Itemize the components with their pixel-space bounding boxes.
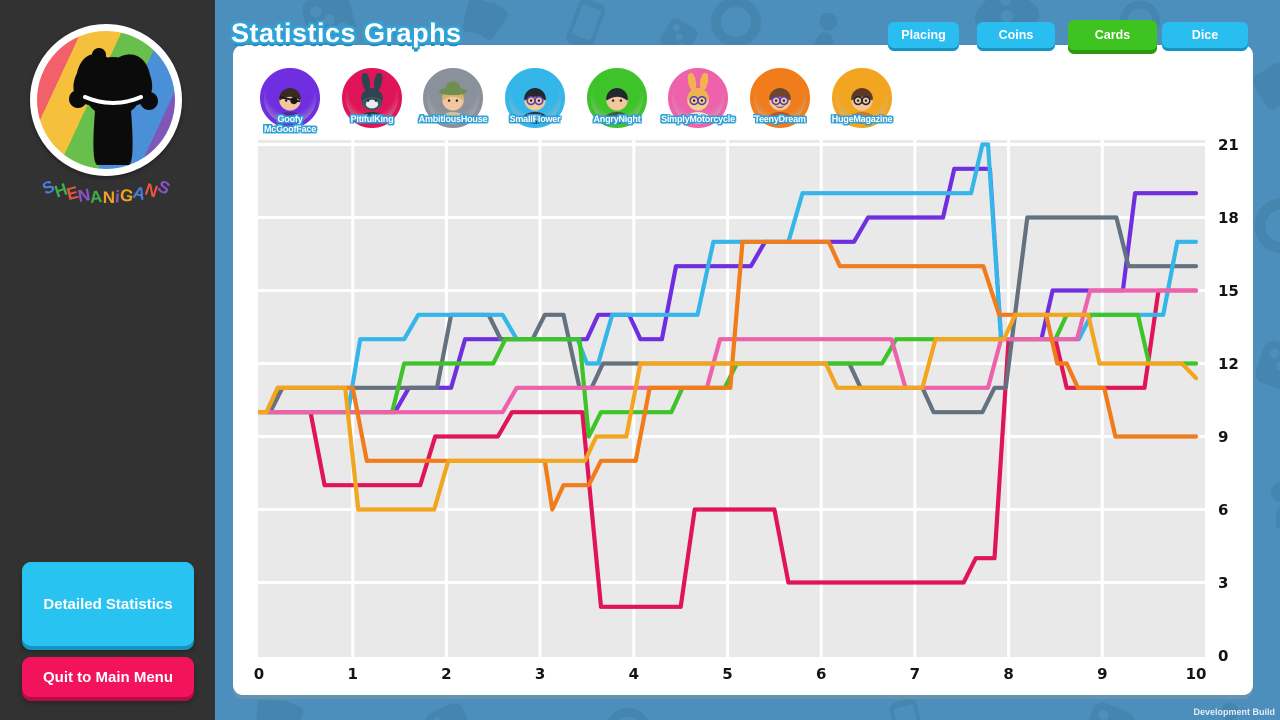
player-name-label: TeenyDream (754, 114, 806, 124)
player-avatar-6[interactable] (668, 68, 728, 128)
sidebar: SHENANiGANS Detailed Statistics Quit to … (0, 0, 215, 720)
x-tick-label: 5 (722, 665, 732, 683)
x-tick-label: 0 (254, 665, 264, 683)
y-tick-label: 15 (1218, 282, 1239, 300)
wordmark-letter: A (89, 187, 104, 207)
y-tick-label: 3 (1218, 574, 1228, 592)
series-teenydream (258, 239, 1199, 512)
bg-card-icon (1239, 47, 1280, 129)
bg-card-icon (239, 684, 313, 720)
y-tick-label: 6 (1218, 501, 1228, 519)
bg-pawn-icon (1197, 692, 1259, 720)
logo-wordmark: SHENANiGANS (4, 176, 208, 207)
x-tick-label: 6 (816, 665, 826, 683)
wordmark-letter: S (154, 176, 173, 199)
x-tick-label: 1 (347, 665, 357, 683)
player-name-label: PitifulKing (350, 114, 394, 124)
bg-die-icon (1241, 328, 1280, 408)
bg-phone-icon (546, 0, 625, 67)
detailed-statistics-button[interactable]: Detailed Statistics (22, 562, 194, 646)
player-avatar-8[interactable] (832, 68, 892, 128)
bg-ring-icon (601, 703, 655, 720)
tab-dice[interactable]: Dice (1162, 22, 1248, 48)
player-name-label: AmbitiousHouse (418, 114, 488, 124)
jester-icon (69, 48, 158, 165)
y-tick-label: 9 (1218, 428, 1228, 446)
player-avatar-5[interactable] (587, 68, 647, 128)
player-name-label: Goofy McGoofFace (263, 114, 316, 134)
bg-die-icon (1068, 689, 1148, 720)
player-avatar-7[interactable] (750, 68, 810, 128)
x-tick-label: 2 (441, 665, 451, 683)
player-name-label: AngryNight (593, 114, 641, 124)
series-ambitioushouse (258, 215, 1199, 415)
player-name-label: SimplyMotorcycle (661, 114, 735, 124)
player-avatar-3[interactable] (423, 68, 483, 128)
player-avatar-1[interactable] (260, 68, 320, 128)
y-tick-label: 18 (1218, 209, 1239, 227)
tab-placing[interactable]: Placing (888, 22, 959, 48)
bg-phone-icon (871, 688, 945, 720)
player-avatar-2[interactable] (342, 68, 402, 128)
y-tick-label: 0 (1218, 647, 1228, 665)
x-tick-label: 7 (910, 665, 920, 683)
shenanigans-logo (30, 24, 182, 176)
x-tick-label: 4 (629, 665, 639, 683)
tab-coins[interactable]: Coins (977, 22, 1055, 48)
series-simplymotorcycle (258, 288, 1199, 415)
bg-ring-icon (706, 0, 766, 57)
x-tick-label: 8 (1003, 665, 1013, 683)
x-tick-label: 10 (1186, 665, 1207, 683)
player-avatar-4[interactable] (505, 68, 565, 128)
player-name-label: SmallFlower (509, 114, 561, 124)
series-smallflower (258, 142, 1199, 415)
bg-pawn-icon (1248, 468, 1280, 544)
wordmark-letter: N (102, 188, 115, 207)
series-hugemagazine (258, 312, 1199, 512)
page-title: Statistics Graphs (231, 18, 462, 48)
bg-card-icon (445, 0, 519, 58)
quit-to-main-menu-button[interactable]: Quit to Main Menu (22, 657, 194, 697)
bg-die-icon (289, 0, 371, 66)
development-build-label: Development Build (1193, 707, 1275, 717)
bg-ring-icon (1249, 193, 1280, 265)
tab-cards[interactable]: Cards (1068, 20, 1157, 50)
y-tick-label: 21 (1218, 136, 1239, 154)
bg-die-icon (413, 691, 486, 720)
player-name-label: HugeMagazine (831, 114, 893, 124)
x-tick-label: 3 (535, 665, 545, 683)
x-tick-label: 9 (1097, 665, 1107, 683)
y-tick-label: 12 (1218, 355, 1239, 373)
series-goofy-mcgoofface (258, 166, 1199, 415)
